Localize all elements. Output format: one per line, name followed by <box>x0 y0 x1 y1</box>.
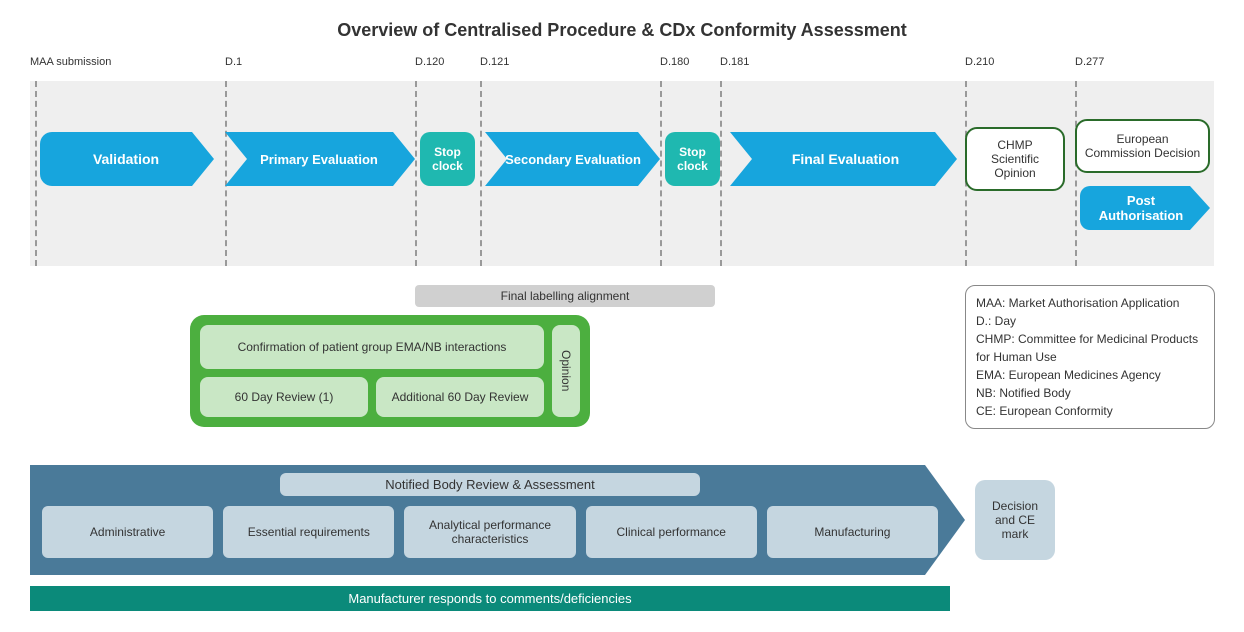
step-stopclock-2: Stop clock <box>665 132 720 186</box>
final-labelling-chip: Final labelling alignment <box>415 285 715 307</box>
tl-d120: D.120 <box>415 56 444 68</box>
legend-box: MAA: Market Authorisation Application D.… <box>965 285 1215 429</box>
green-right: Additional 60 Day Review <box>376 377 544 417</box>
step-secondary-eval: Secondary Evaluation <box>502 132 644 186</box>
legend-2: CHMP: Committee for Medicinal Products f… <box>976 330 1204 366</box>
legend-0: MAA: Market Authorisation Application <box>976 294 1204 312</box>
nb-cell-essential: Essential requirements <box>223 506 394 558</box>
tl-d210: D.210 <box>965 56 994 68</box>
diagram-title: Overview of Centralised Procedure & CDx … <box>30 20 1214 41</box>
nb-cell-admin: Administrative <box>42 506 213 558</box>
tl-d277: D.277 <box>1075 56 1104 68</box>
legend-5: CE: European Conformity <box>976 402 1204 420</box>
step-stopclock-1: Stop clock <box>420 132 475 186</box>
nb-cell-analytical: Analytical performance characteristics <box>404 506 575 558</box>
green-panel: Confirmation of patient group EMA/NB int… <box>190 315 590 427</box>
green-opinion: Opinion <box>552 325 580 417</box>
decision-ce-mark: Decision and CE mark <box>975 480 1055 560</box>
green-left: 60 Day Review (1) <box>200 377 368 417</box>
tl-d181: D.181 <box>720 56 749 68</box>
nb-cell-manufacturing: Manufacturing <box>767 506 938 558</box>
tl-d121: D.121 <box>480 56 509 68</box>
step-chmp-opinion: CHMP Scientific Opinion <box>965 127 1065 191</box>
nb-cell-clinical: Clinical performance <box>586 506 757 558</box>
main-flow-bg: Validation Primary Evaluation Stop clock… <box>30 81 1214 266</box>
tl-d180: D.180 <box>660 56 689 68</box>
step-primary-eval: Primary Evaluation <box>240 132 398 186</box>
legend-4: NB: Notified Body <box>976 384 1204 402</box>
nb-header: Notified Body Review & Assessment <box>280 473 700 496</box>
step-validation: Validation <box>40 132 212 186</box>
tl-d1: D.1 <box>225 56 242 68</box>
tl-maa: MAA submission <box>30 56 111 68</box>
step-final-eval: Final Evaluation <box>748 132 943 186</box>
step-ec-decision: European Commission Decision <box>1075 119 1210 173</box>
timeline-labels: MAA submission D.1 D.120 D.121 D.180 D.1… <box>30 56 1214 76</box>
response-bar: Manufacturer responds to comments/defici… <box>30 586 950 611</box>
step-post-auth: Post Authorisation <box>1085 186 1197 230</box>
legend-3: EMA: European Medicines Agency <box>976 366 1204 384</box>
green-top: Confirmation of patient group EMA/NB int… <box>200 325 544 369</box>
legend-1: D.: Day <box>976 312 1204 330</box>
